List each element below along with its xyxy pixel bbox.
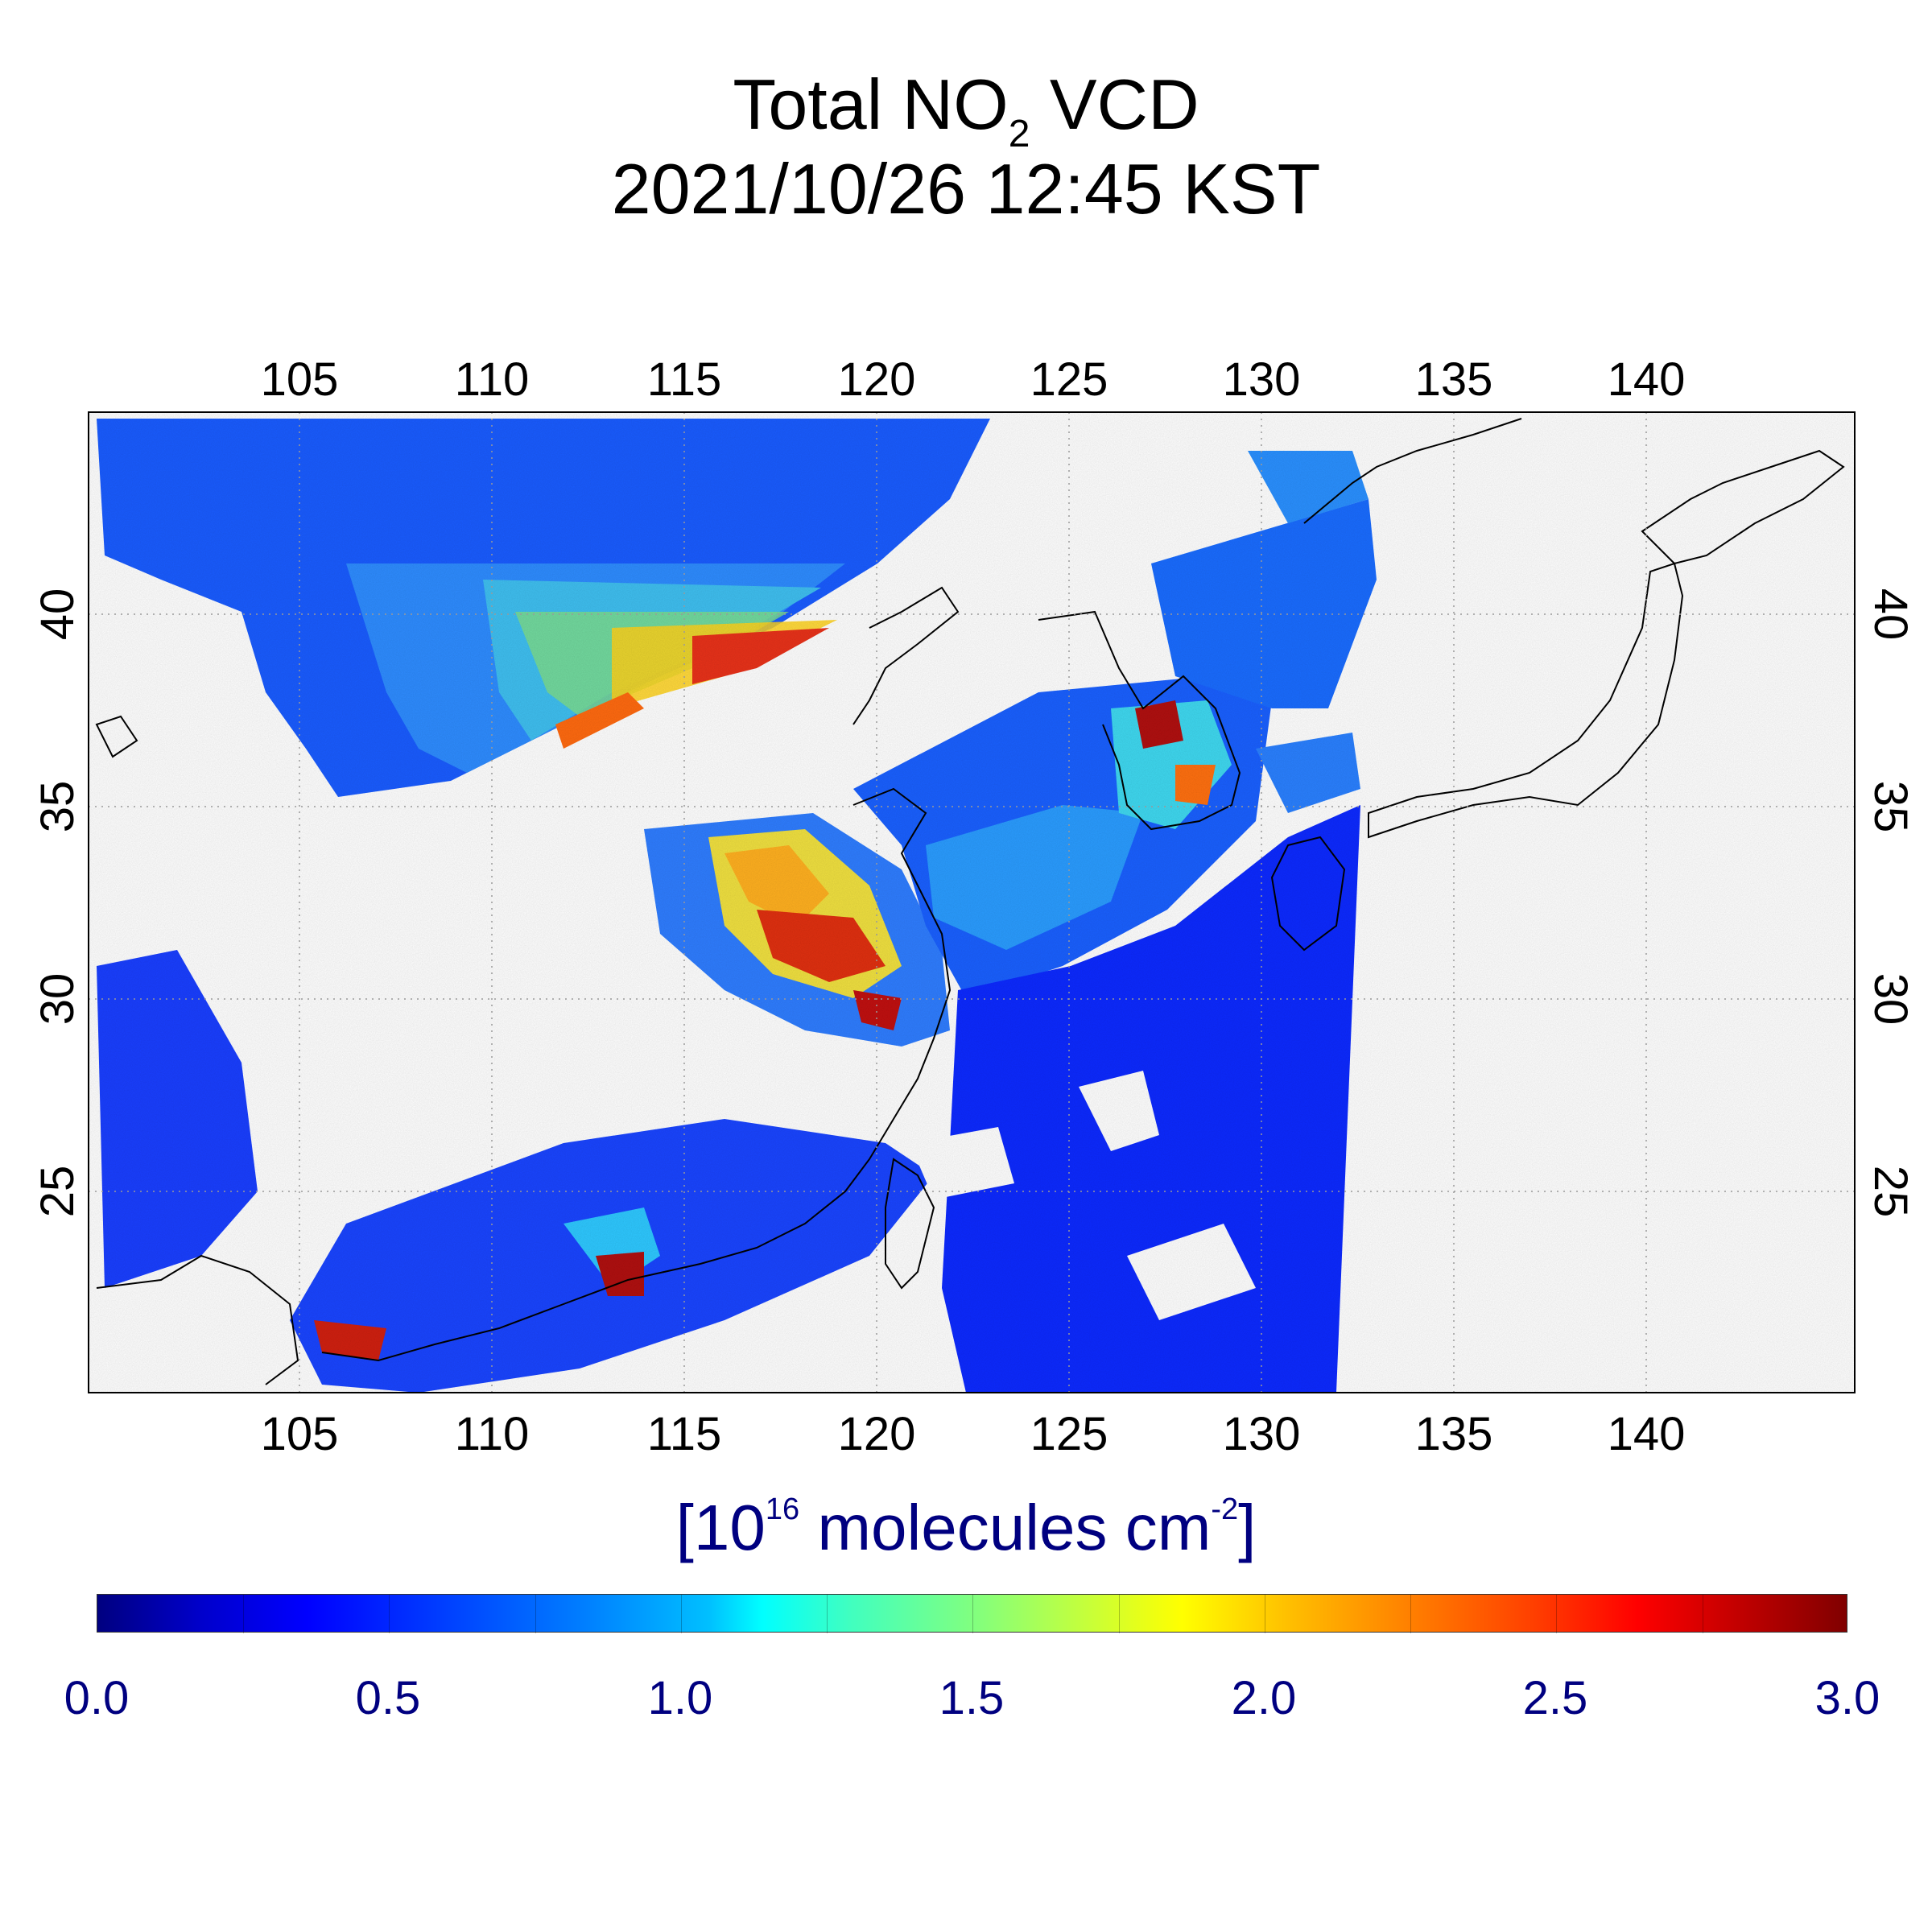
colorbar-label-1: 0.5 xyxy=(355,1672,421,1724)
lon-tick-bottom-105: 105 xyxy=(260,1408,339,1460)
lat-tick-right-25: 25 xyxy=(1864,1165,1917,1218)
title-subscript: 2 xyxy=(1008,113,1030,155)
lat-tick-left-25: 25 xyxy=(31,1165,84,1218)
lon-tick-top-115: 115 xyxy=(646,353,722,406)
colorbar-label-4: 2.0 xyxy=(1231,1672,1297,1724)
colorbar-minor-tick xyxy=(1556,1595,1557,1633)
lon-tick-top-130: 130 xyxy=(1222,353,1301,406)
unit-exponent-2: -2 xyxy=(1211,1492,1239,1526)
map-datetime: 2021/10/26 12:45 KST xyxy=(611,149,1321,229)
lon-tick-bottom-140: 140 xyxy=(1607,1408,1686,1460)
map-frame xyxy=(88,411,1856,1393)
colorbar-minor-tick xyxy=(243,1595,244,1633)
colorbar-minor-tick xyxy=(681,1595,682,1633)
lon-tick-top-105: 105 xyxy=(260,353,339,406)
title-prefix: Total NO xyxy=(733,64,1009,144)
colorbar-label-6: 3.0 xyxy=(1814,1672,1880,1724)
colorbar-minor-tick xyxy=(972,1595,973,1633)
colorbar-label-3: 1.5 xyxy=(939,1672,1005,1724)
lon-tick-top-140: 140 xyxy=(1607,353,1686,406)
title-suffix: VCD xyxy=(1030,64,1199,144)
colorbar-minor-tick xyxy=(1410,1595,1411,1633)
lon-tick-top-110: 110 xyxy=(454,353,530,406)
lon-tick-top-120: 120 xyxy=(837,353,916,406)
lon-tick-bottom-115: 115 xyxy=(646,1408,722,1460)
colorbar-minor-tick xyxy=(1119,1595,1120,1633)
colorbar-unit-label: [1016 molecules cm-2] xyxy=(0,1488,1932,1568)
lat-tick-left-35: 35 xyxy=(31,780,84,833)
lon-tick-bottom-130: 130 xyxy=(1222,1408,1301,1460)
satellite-swath xyxy=(89,412,1855,1393)
colorbar-label-5: 2.5 xyxy=(1522,1672,1588,1724)
unit-mid: molecules cm xyxy=(799,1492,1212,1563)
colorbar-minor-tick xyxy=(535,1595,536,1633)
unit-prefix: [10 xyxy=(675,1492,766,1563)
map-grid xyxy=(89,412,1855,1393)
lat-tick-right-30: 30 xyxy=(1864,972,1917,1026)
lon-tick-bottom-135: 135 xyxy=(1414,1408,1493,1460)
lon-tick-bottom-120: 120 xyxy=(837,1408,916,1460)
colorbar xyxy=(97,1594,1847,1633)
colorbar-label-0: 0.0 xyxy=(64,1672,130,1724)
unit-suffix: ] xyxy=(1238,1492,1257,1563)
colorbar-label-2: 1.0 xyxy=(647,1672,713,1724)
lon-tick-top-135: 135 xyxy=(1414,353,1493,406)
map-title: Total NO2 VCD xyxy=(0,64,1932,154)
unit-exponent: 16 xyxy=(765,1492,800,1526)
colorbar-minor-tick xyxy=(827,1595,828,1633)
colorbar-minor-tick xyxy=(389,1595,390,1633)
lat-tick-right-35: 35 xyxy=(1864,780,1917,833)
lon-tick-bottom-125: 125 xyxy=(1030,1408,1108,1460)
lat-tick-right-40: 40 xyxy=(1864,588,1917,641)
lon-tick-top-125: 125 xyxy=(1030,353,1108,406)
lon-tick-bottom-110: 110 xyxy=(454,1408,530,1460)
lat-tick-left-30: 30 xyxy=(31,972,84,1026)
lat-tick-left-40: 40 xyxy=(31,588,84,641)
